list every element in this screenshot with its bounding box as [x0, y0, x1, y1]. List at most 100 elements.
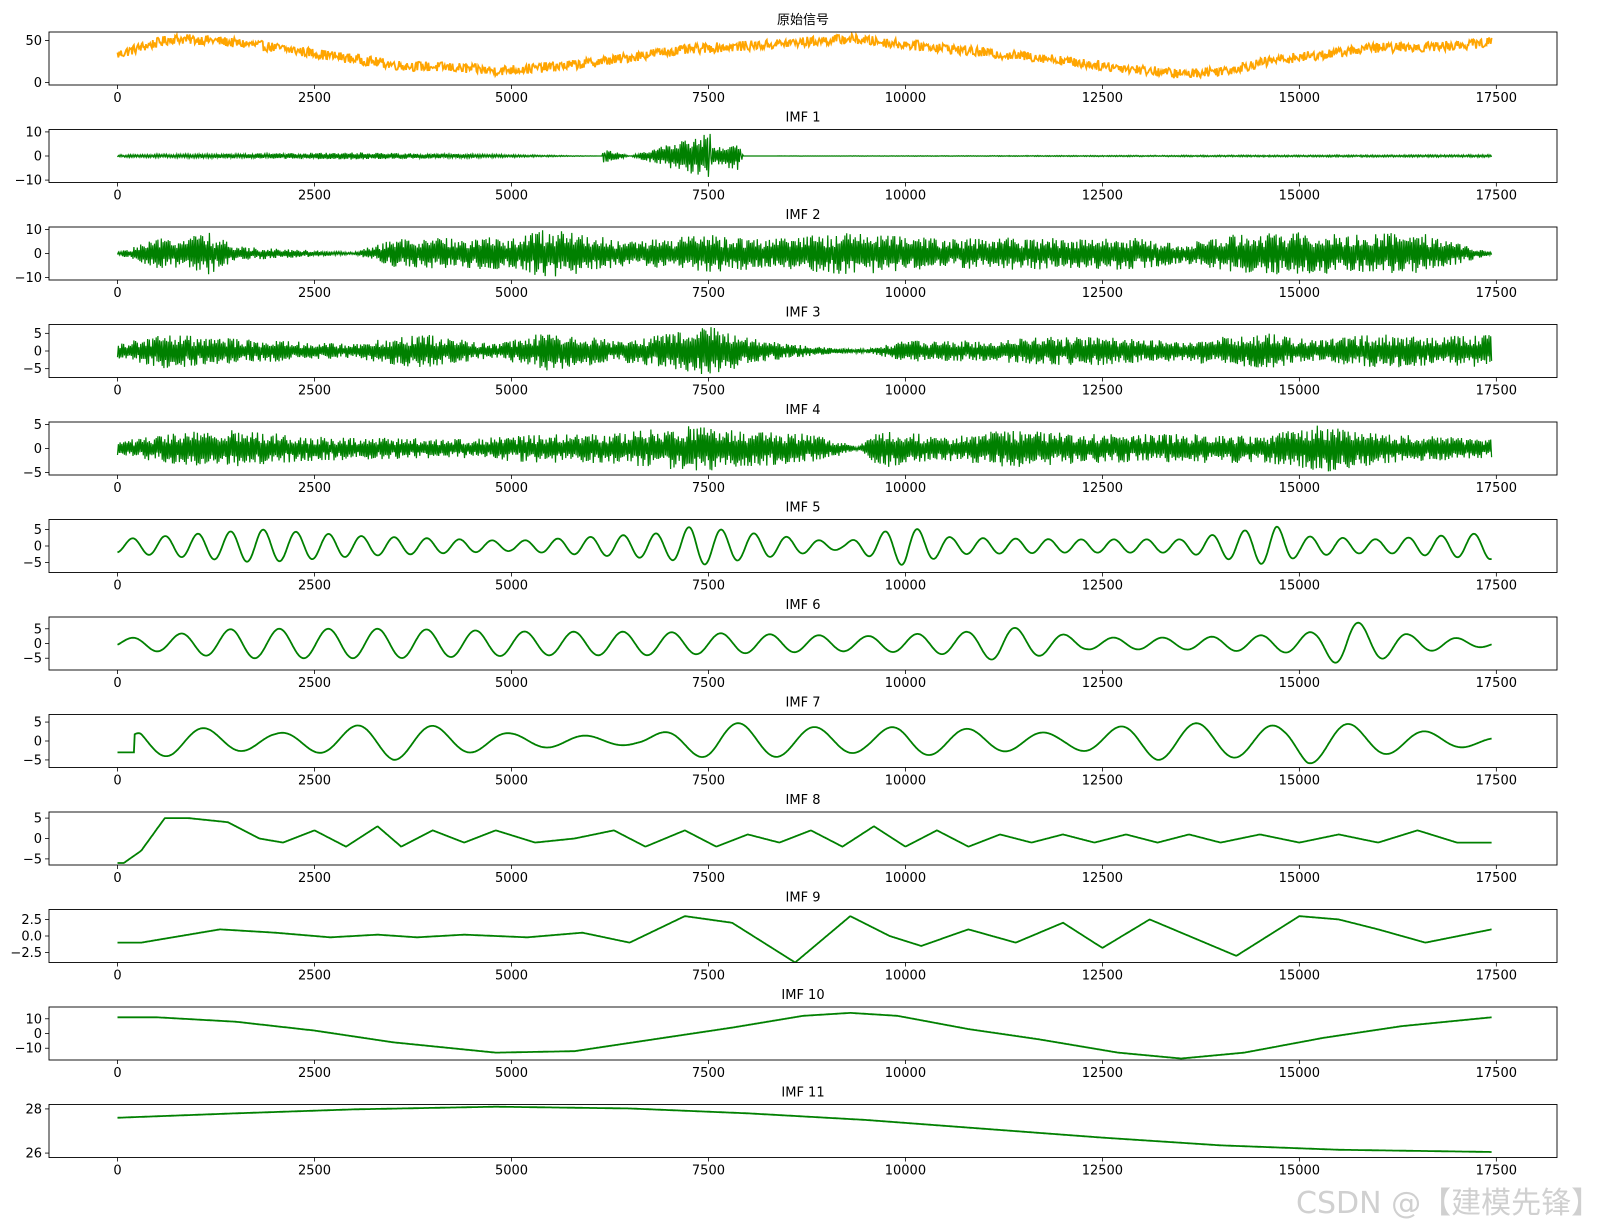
y-tick-label: 5: [34, 327, 42, 342]
x-tick-label: 2500: [298, 384, 331, 399]
x-tick-label: 5000: [495, 286, 528, 301]
y-tick-label: 0: [34, 345, 42, 360]
x-tick-label: 5000: [495, 676, 528, 691]
x-tick-label: 15000: [1279, 871, 1320, 886]
x-tick-label: 7500: [692, 384, 725, 399]
y-tick-label: 0: [34, 540, 42, 555]
x-tick-label: 17500: [1476, 481, 1517, 496]
x-tick-label: 2500: [298, 91, 331, 106]
x-tick-label: 15000: [1279, 1066, 1320, 1081]
series-line: [117, 621, 1492, 664]
x-tick-label: 0: [113, 676, 121, 691]
x-tick-label: 10000: [885, 384, 926, 399]
x-tick-label: 7500: [692, 871, 725, 886]
x-tick-label: 10000: [885, 286, 926, 301]
x-tick-label: 10000: [885, 1066, 926, 1081]
y-tick-label: 0: [34, 442, 42, 457]
x-tick-label: 15000: [1279, 384, 1320, 399]
x-tick-label: 2500: [298, 774, 331, 789]
y-tick-label: 5: [34, 812, 42, 827]
x-tick-label: 2500: [298, 286, 331, 301]
x-tick-label: 15000: [1279, 774, 1320, 789]
x-tick-label: 5000: [495, 969, 528, 984]
x-tick-label: 5000: [495, 481, 528, 496]
x-tick-label: 12500: [1082, 384, 1123, 399]
x-tick-label: 12500: [1082, 286, 1123, 301]
x-tick-label: 5000: [495, 384, 528, 399]
y-tick-label: 0: [34, 1027, 42, 1042]
axes-frame: [48, 519, 1558, 573]
x-tick-label: 10000: [885, 189, 926, 204]
x-tick-label: 17500: [1476, 384, 1517, 399]
y-tick-label: −5: [23, 753, 42, 768]
y-tick-label: −5: [23, 362, 42, 377]
x-tick-label: 12500: [1082, 1066, 1123, 1081]
axes-frame: [48, 1006, 1558, 1061]
subplot-8: IMF 7 0 2500 5000 7500 10000 12500 15000 17500 −5…: [23, 696, 1558, 789]
x-tick-label: 2500: [298, 481, 331, 496]
x-tick-label: 10000: [885, 676, 926, 691]
x-tick-label: 2500: [298, 579, 331, 594]
axes-frame: [48, 1104, 1558, 1158]
x-tick-label: 0: [113, 1066, 121, 1081]
axes-frame: [48, 616, 1558, 671]
x-tick-label: 12500: [1082, 676, 1123, 691]
y-tick-label: 2.5: [21, 913, 42, 928]
series-line: [116, 32, 1493, 80]
y-tick-label: 5: [34, 418, 42, 433]
y-tick-label: 0: [34, 150, 42, 165]
x-tick-label: 7500: [692, 676, 725, 691]
x-tick-label: 15000: [1279, 1164, 1320, 1179]
subplot-1: 原始信号 0 2500 5000 7500 10000 12500 15000 17500 0 50: [25, 13, 1558, 106]
y-tick-label: 10: [25, 125, 42, 140]
axes-frame: [48, 811, 1558, 866]
x-tick-label: 10000: [885, 481, 926, 496]
y-tick-label: −2.5: [10, 946, 42, 961]
subplot-title: IMF 9: [786, 891, 821, 906]
series-line: [117, 1105, 1492, 1153]
subplot-4: IMF 3 0 2500 5000 7500 10000 12500 15000 17500 −5…: [23, 306, 1558, 399]
series-line: [116, 327, 1493, 375]
series-line: [117, 525, 1492, 566]
subplot-title: IMF 6: [786, 598, 821, 613]
x-tick-label: 12500: [1082, 969, 1123, 984]
x-tick-label: 0: [113, 871, 121, 886]
x-tick-label: 12500: [1082, 871, 1123, 886]
x-tick-label: 12500: [1082, 774, 1123, 789]
x-tick-label: 17500: [1476, 286, 1517, 301]
x-tick-label: 17500: [1476, 676, 1517, 691]
axes-frame: [48, 31, 1558, 86]
y-tick-label: 0: [34, 832, 42, 847]
y-tick-label: −5: [23, 466, 42, 481]
subplot-11: IMF 10 0 2500 5000 7500 10000 12500 15000 17500 −…: [15, 988, 1558, 1081]
x-tick-label: 7500: [692, 189, 725, 204]
x-tick-label: 7500: [692, 774, 725, 789]
x-tick-label: 15000: [1279, 91, 1320, 106]
x-tick-label: 10000: [885, 1164, 926, 1179]
y-tick-label: −10: [15, 271, 42, 286]
subplot-2: IMF 1 0 2500 5000 7500 10000 12500 15000 17500 −1…: [15, 111, 1558, 204]
subplot-title: IMF 2: [786, 208, 821, 223]
subplot-6: IMF 5 0 2500 5000 7500 10000 12500 15000 17500 −5…: [23, 501, 1558, 594]
x-tick-label: 17500: [1476, 774, 1517, 789]
y-tick-label: −10: [15, 1042, 42, 1057]
x-tick-label: 0: [113, 91, 121, 106]
x-tick-label: 7500: [692, 969, 725, 984]
subplot-10: IMF 9 0 2500 5000 7500 10000 12500 15000 17500 −2…: [10, 891, 1558, 984]
y-tick-label: 0: [34, 735, 42, 750]
subplot-title: IMF 10: [781, 988, 824, 1003]
y-tick-label: −10: [15, 174, 42, 189]
x-tick-label: 15000: [1279, 579, 1320, 594]
subplot-title: IMF 1: [786, 111, 821, 126]
x-tick-label: 15000: [1279, 189, 1320, 204]
subplot-12: IMF 11 0 2500 5000 7500 10000 12500 15000 17500 2…: [25, 1086, 1558, 1179]
x-tick-label: 12500: [1082, 579, 1123, 594]
x-tick-label: 0: [113, 189, 121, 204]
subplot-3: IMF 2 0 2500 5000 7500 10000 12500 15000 17500 −1…: [15, 208, 1558, 301]
x-tick-label: 7500: [692, 1164, 725, 1179]
x-tick-label: 5000: [495, 579, 528, 594]
y-tick-label: −5: [23, 556, 42, 571]
x-tick-label: 15000: [1279, 286, 1320, 301]
subplot-title: 原始信号: [777, 13, 829, 28]
